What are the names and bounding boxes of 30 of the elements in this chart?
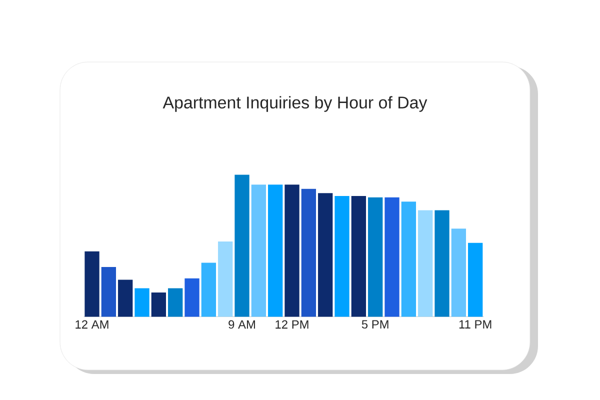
bar bbox=[351, 196, 366, 317]
bar bbox=[318, 193, 333, 317]
bar bbox=[268, 184, 283, 317]
bar bbox=[251, 184, 266, 317]
x-tick-label: 5 PM bbox=[362, 320, 388, 329]
bar bbox=[168, 288, 183, 317]
x-tick-label: 9 AM bbox=[228, 320, 255, 329]
x-tick-label: 12 AM bbox=[76, 320, 108, 329]
x-tick-label: 12 PM bbox=[276, 320, 308, 329]
bar bbox=[301, 188, 316, 317]
bar bbox=[218, 241, 233, 317]
bar bbox=[284, 184, 300, 317]
bar bbox=[368, 197, 383, 317]
bar bbox=[468, 242, 483, 317]
bar bbox=[101, 267, 116, 317]
bar bbox=[418, 210, 433, 317]
bar bbox=[201, 262, 216, 317]
bar bbox=[84, 251, 100, 317]
bar bbox=[434, 210, 450, 317]
bar bbox=[334, 196, 350, 317]
bar bbox=[451, 228, 466, 317]
chart-title: Apartment Inquiries by Hour of Day bbox=[162, 96, 428, 112]
bar bbox=[234, 174, 250, 317]
bar bbox=[118, 280, 133, 317]
bar bbox=[134, 288, 150, 317]
bar bbox=[401, 202, 416, 317]
x-tick-label: 11 PM bbox=[459, 320, 492, 328]
bar bbox=[384, 197, 400, 317]
bar bbox=[151, 292, 166, 317]
bar bbox=[184, 278, 200, 317]
